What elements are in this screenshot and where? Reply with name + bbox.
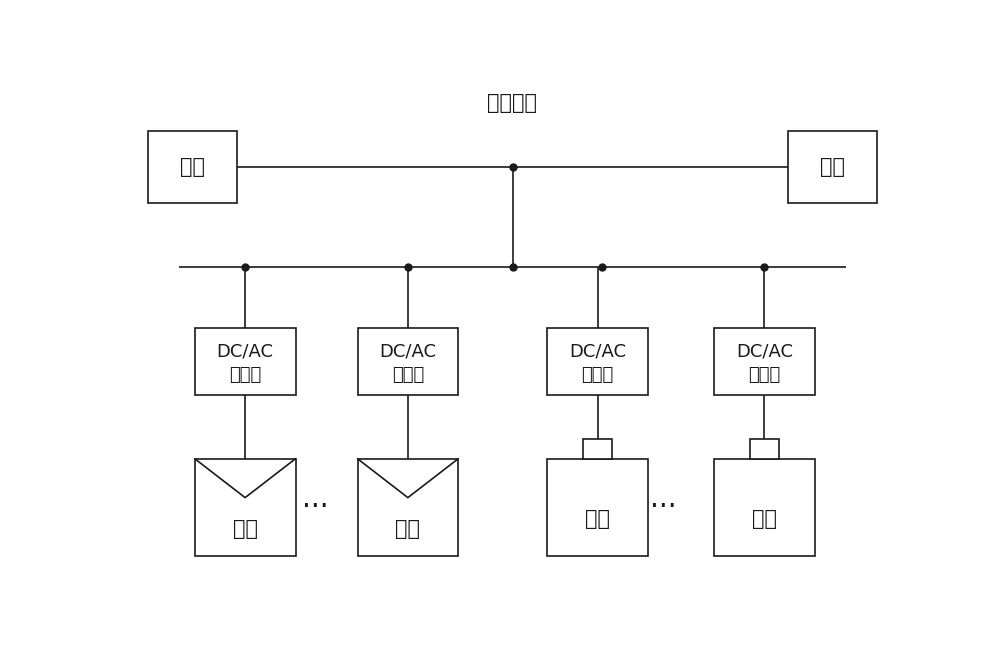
Text: DC/AC: DC/AC — [569, 342, 626, 360]
Text: ···: ··· — [302, 493, 328, 521]
Text: 逆变器: 逆变器 — [582, 366, 614, 384]
Bar — [358, 328, 458, 395]
Text: DC/AC: DC/AC — [736, 342, 793, 360]
Text: DC/AC: DC/AC — [217, 342, 274, 360]
Text: 负载: 负载 — [820, 157, 845, 177]
Bar — [195, 328, 296, 395]
Bar — [547, 328, 648, 395]
Bar — [714, 459, 815, 556]
Text: ···: ··· — [650, 493, 677, 521]
Text: 光伏: 光伏 — [395, 519, 420, 539]
Text: 逆变器: 逆变器 — [392, 366, 424, 384]
Bar — [788, 131, 877, 203]
Text: DC/AC: DC/AC — [379, 342, 436, 360]
Text: 交流母线: 交流母线 — [488, 93, 538, 113]
Text: 光伏: 光伏 — [233, 519, 258, 539]
Bar — [358, 459, 458, 556]
Bar — [750, 440, 779, 459]
Bar — [583, 440, 612, 459]
Text: 逆变器: 逆变器 — [748, 366, 780, 384]
Bar — [148, 131, 237, 203]
Text: 储能: 储能 — [752, 509, 777, 529]
Text: 逆变器: 逆变器 — [229, 366, 261, 384]
Text: 电网: 电网 — [180, 157, 205, 177]
Bar — [547, 459, 648, 556]
Bar — [714, 328, 815, 395]
Bar — [195, 459, 296, 556]
Text: 储能: 储能 — [585, 509, 610, 529]
